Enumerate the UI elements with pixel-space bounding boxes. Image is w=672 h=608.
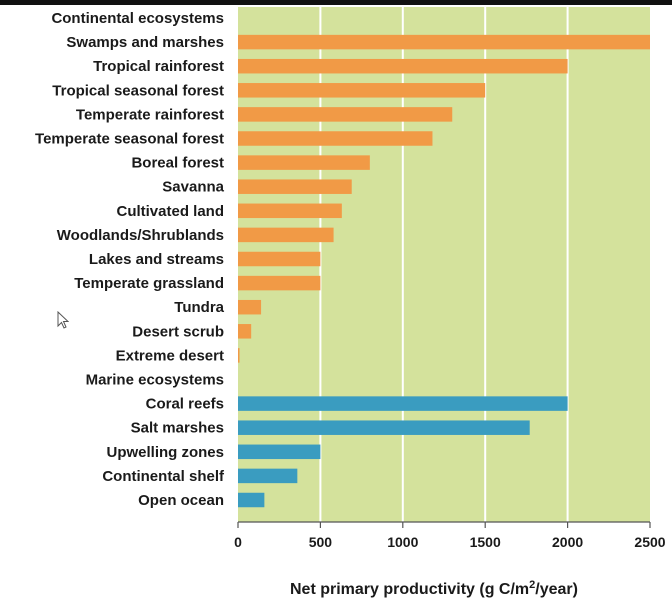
category-label: Coral reefs — [146, 396, 224, 413]
bar — [238, 396, 568, 411]
bar — [238, 203, 342, 219]
bar — [238, 34, 650, 50]
x-axis-title-unit: /year) — [535, 581, 578, 598]
bar — [238, 179, 352, 194]
bar — [238, 348, 240, 363]
bar — [238, 420, 530, 435]
bar — [238, 299, 262, 315]
bar — [238, 227, 334, 243]
bar — [238, 107, 453, 122]
x-tick-label: 1000 — [387, 534, 418, 550]
bar — [238, 131, 433, 146]
x-axis: 0 500 1000 1500 2000 2500 — [234, 521, 666, 550]
window-top-bar — [0, 0, 672, 5]
category-label: Temperate seasonal forest — [35, 131, 224, 148]
category-label: Tropical rainforest — [93, 58, 224, 75]
x-tick-label: 1500 — [470, 534, 501, 550]
bar — [238, 492, 265, 508]
category-label: Salt marshes — [131, 420, 224, 437]
category-labels: Continental ecosystems Swamps and marshes… — [35, 10, 225, 509]
x-tick-label: 2000 — [552, 534, 583, 550]
category-label: Lakes and streams — [89, 251, 224, 268]
bar — [238, 468, 298, 484]
mouse-cursor-icon — [57, 311, 69, 329]
x-axis-title: Net primary productivity (g C/m2/year) — [290, 579, 578, 598]
group-heading: Continental ecosystems — [51, 10, 224, 27]
bar — [238, 444, 321, 460]
category-label: Savanna — [162, 179, 224, 196]
category-label: Temperate rainforest — [76, 106, 224, 123]
bar — [238, 83, 486, 98]
bar — [238, 251, 321, 267]
category-label: Open ocean — [138, 492, 224, 509]
category-label: Desert scrub — [132, 323, 224, 340]
category-label: Swamps and marshes — [66, 34, 224, 51]
category-label: Cultivated land — [116, 203, 224, 220]
group-heading: Marine ecosystems — [86, 372, 224, 389]
category-label: Temperate grassland — [74, 275, 224, 292]
bars — [238, 34, 650, 508]
category-label: Boreal forest — [131, 155, 224, 172]
bar — [238, 155, 370, 170]
category-label: Tropical seasonal forest — [52, 82, 224, 99]
bar — [238, 275, 321, 291]
category-label: Upwelling zones — [106, 444, 224, 461]
x-axis-title-superscript: 2 — [529, 579, 535, 591]
category-label: Continental shelf — [102, 468, 225, 485]
category-label: Woodlands/Shrublands — [57, 227, 224, 244]
x-tick-label: 500 — [309, 534, 333, 550]
category-label: Extreme desert — [116, 347, 224, 364]
x-tick-label: 2500 — [634, 534, 665, 550]
x-axis-title-main: Net primary productivity (g C/m — [290, 581, 529, 598]
bar — [238, 58, 568, 74]
category-label: Tundra — [174, 299, 224, 316]
bar — [238, 324, 252, 339]
x-tick-label: 0 — [234, 534, 242, 550]
